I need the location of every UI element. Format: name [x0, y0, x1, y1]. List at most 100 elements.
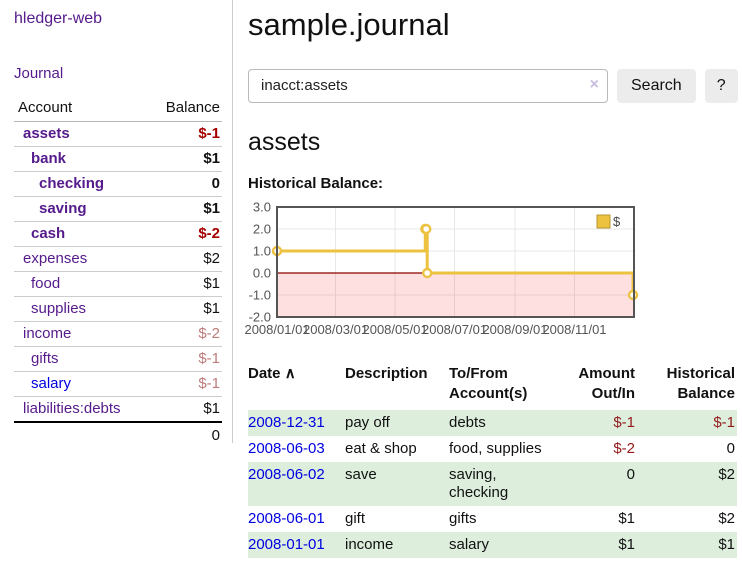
transaction-date-link[interactable]: 2008-06-02 [248, 465, 325, 483]
register-balance-cell: $1 [718, 535, 735, 553]
register-header-row: Date ∧ Description To/From Account(s) Am… [248, 364, 737, 410]
account-row: income $-2 [14, 321, 222, 347]
account-row: gifts $-1 [14, 346, 222, 372]
account-balance: $-1 [147, 371, 222, 397]
register-description-cell: income [345, 535, 394, 553]
transaction-date-link[interactable]: 2008-12-31 [248, 413, 325, 431]
account-link-expenses[interactable]: expenses [23, 250, 88, 267]
account-name-cell: expenses [14, 246, 148, 272]
account-balance: $1 [147, 196, 222, 222]
svg-text:2008/05/01: 2008/05/01 [362, 322, 427, 337]
accounts-header-row: Account Balance [14, 96, 222, 122]
svg-text:3.0: 3.0 [253, 199, 271, 214]
account-link-gifts[interactable]: gifts [31, 350, 59, 367]
search-row: × Search ? [248, 68, 742, 103]
svg-text:1.0: 1.0 [253, 243, 271, 258]
register-accounts-cell: salary [449, 535, 490, 553]
account-row: bank $1 [14, 146, 222, 172]
accounts-table: Account Balance assets $-1 bank $1 checking 0… [14, 96, 222, 448]
account-link-liabilities-debts[interactable]: liabilities:debts [23, 400, 121, 417]
account-balance: $1 [147, 146, 222, 172]
account-row: salary $-1 [14, 371, 222, 397]
account-row: expenses $2 [14, 246, 222, 272]
register-date-cell: 2008-06-02 [248, 462, 345, 506]
account-name-cell: saving [14, 196, 148, 222]
register-accounts-cell: gifts [449, 509, 477, 527]
help-button[interactable]: ? [704, 68, 738, 103]
register-date-cell: 2008-01-01 [248, 532, 345, 558]
account-link-supplies[interactable]: supplies [31, 300, 87, 317]
sidebar: hledger-web Journal Account Balance asse… [0, 0, 233, 444]
search-input[interactable] [248, 68, 608, 103]
accounts-col-account: Account [14, 96, 148, 122]
account-row: assets $-1 [14, 121, 222, 147]
accounts-total-spacer [14, 422, 148, 448]
register-description-cell: gift [345, 509, 366, 527]
register-col-balance: Historical Balance [666, 364, 735, 402]
register-accounts-cell: food, supplies [449, 439, 542, 457]
register-amount-cell: $1 [618, 535, 635, 553]
register-row: 2008-06-02 save saving, checking 0 $2 [248, 461, 737, 506]
account-link-saving[interactable]: saving [39, 200, 87, 217]
transaction-date-link[interactable]: 2008-06-01 [248, 509, 325, 527]
nav-journal-link[interactable]: Journal [14, 65, 64, 82]
account-row: checking 0 [14, 171, 222, 197]
svg-text:2008/03/01: 2008/03/01 [303, 322, 368, 337]
register-balance-cell: $2 [718, 465, 735, 483]
register-balance-cell: 0 [726, 439, 735, 457]
register-col-description: Description [345, 364, 428, 382]
main-content: sample.journal × Search ? assets Histori… [234, 0, 742, 558]
account-link-food[interactable]: food [31, 275, 61, 292]
register-row: 2008-12-31 pay off debts $-1 $-1 [248, 409, 737, 436]
account-link-cash[interactable]: cash [31, 225, 66, 242]
register-amount-cell: $-1 [613, 413, 635, 431]
account-balance: $1 [147, 296, 222, 322]
account-name-cell: salary [14, 371, 148, 397]
account-balance: $1 [147, 396, 222, 423]
register-date-cell: 2008-06-03 [248, 436, 345, 462]
account-link-bank[interactable]: bank [31, 150, 67, 167]
account-link-salary[interactable]: salary [31, 375, 72, 392]
account-name-cell: gifts [14, 346, 148, 372]
register-accounts-cell: saving, checking [449, 465, 509, 501]
account-link-income[interactable]: income [23, 325, 72, 342]
svg-text:2.0: 2.0 [253, 221, 271, 236]
historical-balance-chart[interactable]: $3.0 2.0 1.0 0.0 -1.0 -2.0 2008/01/01 2008/03/0… [244, 199, 640, 343]
account-row: saving $1 [14, 196, 222, 222]
account-name-cell: supplies [14, 296, 148, 322]
account-balance: $-1 [147, 346, 222, 372]
account-row: liabilities:debts $1 [14, 396, 222, 423]
account-name-cell: checking [14, 171, 148, 197]
svg-text:2008/09/01: 2008/09/01 [482, 322, 547, 337]
register-col-date-label: Date [248, 364, 281, 382]
register-balance-cell: $-1 [713, 413, 735, 431]
account-link-checking[interactable]: checking [39, 175, 105, 192]
register-date-cell: 2008-06-01 [248, 506, 345, 532]
register-amount-cell: $1 [618, 509, 635, 527]
clear-search-icon[interactable]: × [589, 75, 599, 93]
svg-text:2008/01/01: 2008/01/01 [244, 322, 309, 337]
register-balance-cell: $2 [718, 509, 735, 527]
transaction-date-link[interactable]: 2008-01-01 [248, 535, 325, 553]
account-name-cell: assets [14, 121, 148, 147]
account-row: food $1 [14, 271, 222, 297]
register-row: 2008-01-01 income salary $1 $1 [248, 531, 737, 558]
svg-text:0.0: 0.0 [253, 265, 271, 280]
accounts-total-row: 0 [14, 422, 222, 448]
search-button[interactable]: Search [617, 68, 696, 103]
account-name-cell: liabilities:debts [14, 396, 148, 423]
account-balance: $-2 [147, 221, 222, 247]
account-balance: $1 [147, 271, 222, 297]
transaction-date-link[interactable]: 2008-06-03 [248, 439, 325, 457]
account-balance: $-1 [147, 121, 222, 147]
sort-ascending-icon: ∧ [284, 364, 296, 382]
register-table: Date ∧ Description To/From Account(s) Am… [248, 364, 737, 558]
app-title-link[interactable]: hledger-web [14, 10, 103, 27]
register-date-cell: 2008-12-31 [248, 410, 345, 436]
register-description-cell: eat & shop [345, 439, 417, 457]
svg-text:-1.0: -1.0 [249, 287, 271, 302]
register-col-date: Date ∧ [248, 364, 345, 410]
account-row: cash $-2 [14, 221, 222, 247]
register-col-amount: Amount Out/In [578, 364, 635, 402]
account-link-assets[interactable]: assets [23, 125, 70, 142]
